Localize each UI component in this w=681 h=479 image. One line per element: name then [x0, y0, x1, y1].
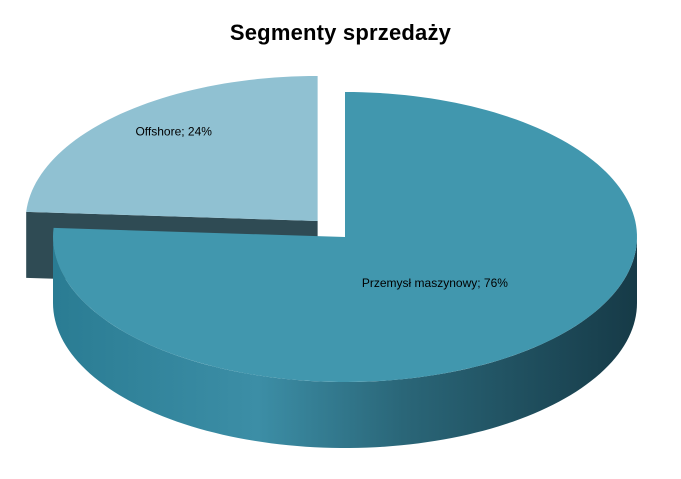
- slice-data-label: Przemysł maszynowy; 76%: [362, 276, 508, 290]
- slice-data-label: Offshore; 24%: [135, 124, 212, 138]
- chart-title: Segmenty sprzedaży: [229, 20, 452, 45]
- pie-slice-side: [53, 237, 637, 448]
- pie-slice-przemys-maszynowy: [53, 92, 637, 448]
- pie-slice-top: [26, 75, 318, 221]
- pie-slice-top: [53, 92, 637, 382]
